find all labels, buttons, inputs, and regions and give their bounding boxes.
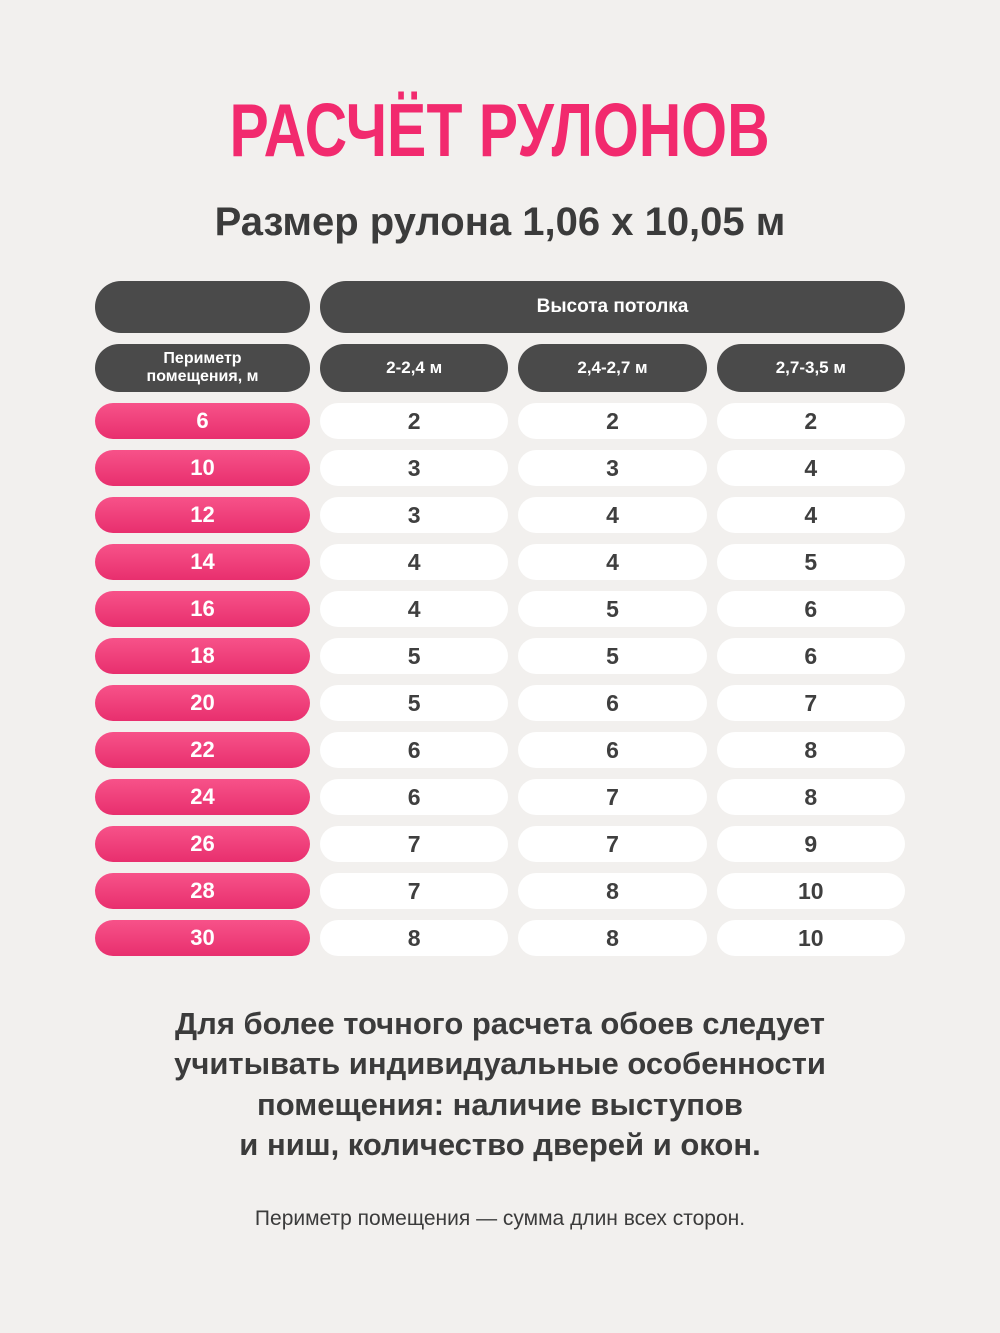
col-header-24-27: 2,4-2,7 м bbox=[518, 344, 707, 392]
rolls-value-pill: 8 bbox=[716, 779, 905, 815]
rolls-value-pill: 9 bbox=[716, 826, 905, 862]
rolls-value-pill: 3 bbox=[320, 497, 509, 533]
page-title-text: РАСЧЁТ РУЛОНОВ bbox=[229, 87, 771, 173]
rolls-value-pill: 6 bbox=[320, 779, 509, 815]
perimeter-header-line2: помещения, м bbox=[146, 368, 259, 385]
perimeter-pill: 20 bbox=[95, 685, 310, 721]
perimeter-pill: 22 bbox=[95, 732, 310, 768]
accuracy-note-line2: учитывать индивидуальные особенности bbox=[174, 1046, 826, 1082]
rolls-value-pill: 6 bbox=[518, 732, 707, 768]
rolls-value-pill: 5 bbox=[716, 544, 905, 580]
ceiling-height-header: Высота потолка bbox=[320, 281, 905, 333]
rolls-value-pill: 2 bbox=[716, 403, 905, 439]
accuracy-note-line4: и ниш, количество дверей и окон. bbox=[239, 1126, 761, 1162]
rolls-value-pill: 10 bbox=[716, 920, 905, 956]
rolls-value-pill: 3 bbox=[518, 450, 707, 486]
rolls-value-pill: 4 bbox=[518, 544, 707, 580]
rolls-value-pill: 7 bbox=[518, 779, 707, 815]
accuracy-note-line1: Для более точного расчета обоев следует bbox=[175, 1006, 825, 1041]
roll-size-subtitle: Размер рулона 1,06 х 10,05 м bbox=[214, 200, 786, 244]
rolls-value-pill: 4 bbox=[716, 497, 905, 533]
rolls-value-pill: 6 bbox=[320, 732, 509, 768]
perimeter-pill: 28 bbox=[95, 873, 310, 909]
rolls-value-pill: 2 bbox=[518, 403, 707, 439]
rolls-value-pill: 8 bbox=[320, 920, 509, 956]
rolls-value-pill: 5 bbox=[518, 591, 707, 627]
rolls-value-pill: 4 bbox=[716, 450, 905, 486]
rolls-value-pill: 6 bbox=[716, 591, 905, 627]
perimeter-pill: 30 bbox=[95, 920, 310, 956]
rolls-value-pill: 4 bbox=[320, 544, 509, 580]
accuracy-note: Для более точного расчета обоев следует … bbox=[0, 1004, 1000, 1165]
perimeter-pill: 14 bbox=[95, 544, 310, 580]
rolls-value-pill: 7 bbox=[518, 826, 707, 862]
perimeter-pill: 24 bbox=[95, 779, 310, 815]
perimeter-pill: 16 bbox=[95, 591, 310, 627]
rolls-value-pill: 6 bbox=[716, 638, 905, 674]
rolls-value-pill: 4 bbox=[518, 497, 707, 533]
rolls-value-pill: 4 bbox=[320, 591, 509, 627]
perimeter-pill: 12 bbox=[95, 497, 310, 533]
rolls-value-pill: 5 bbox=[320, 685, 509, 721]
rolls-table: Высота потолка Периметр помещения, м 2-2… bbox=[95, 281, 905, 956]
col-header-2-24: 2-2,4 м bbox=[320, 344, 509, 392]
rolls-value-pill: 3 bbox=[320, 450, 509, 486]
rolls-value-pill: 6 bbox=[518, 685, 707, 721]
rolls-value-pill: 5 bbox=[518, 638, 707, 674]
col-header-27-35: 2,7-3,5 м bbox=[716, 344, 905, 392]
perimeter-pill: 26 bbox=[95, 826, 310, 862]
rolls-value-pill: 8 bbox=[716, 732, 905, 768]
page-title: РАСЧЁТ РУЛОНОВ bbox=[0, 92, 1000, 168]
rolls-value-pill: 10 bbox=[716, 873, 905, 909]
perimeter-pill: 6 bbox=[95, 403, 310, 439]
rolls-value-pill: 7 bbox=[320, 826, 509, 862]
rolls-value-pill: 7 bbox=[320, 873, 509, 909]
rolls-value-pill: 5 bbox=[320, 638, 509, 674]
rolls-value-pill: 2 bbox=[320, 403, 509, 439]
rolls-value-pill: 8 bbox=[518, 920, 707, 956]
perimeter-pill: 10 bbox=[95, 450, 310, 486]
perimeter-pill: 18 bbox=[95, 638, 310, 674]
perimeter-header: Периметр помещения, м bbox=[95, 344, 310, 392]
rolls-value-pill: 7 bbox=[716, 685, 905, 721]
accuracy-note-line3: помещения: наличие выступов bbox=[257, 1086, 743, 1122]
corner-spacer-pill bbox=[95, 281, 310, 333]
perimeter-definition-hint: Периметр помещения — сумма длин всех сто… bbox=[254, 1207, 746, 1231]
perimeter-header-line1: Периметр bbox=[163, 349, 242, 367]
rolls-value-pill: 8 bbox=[518, 873, 707, 909]
